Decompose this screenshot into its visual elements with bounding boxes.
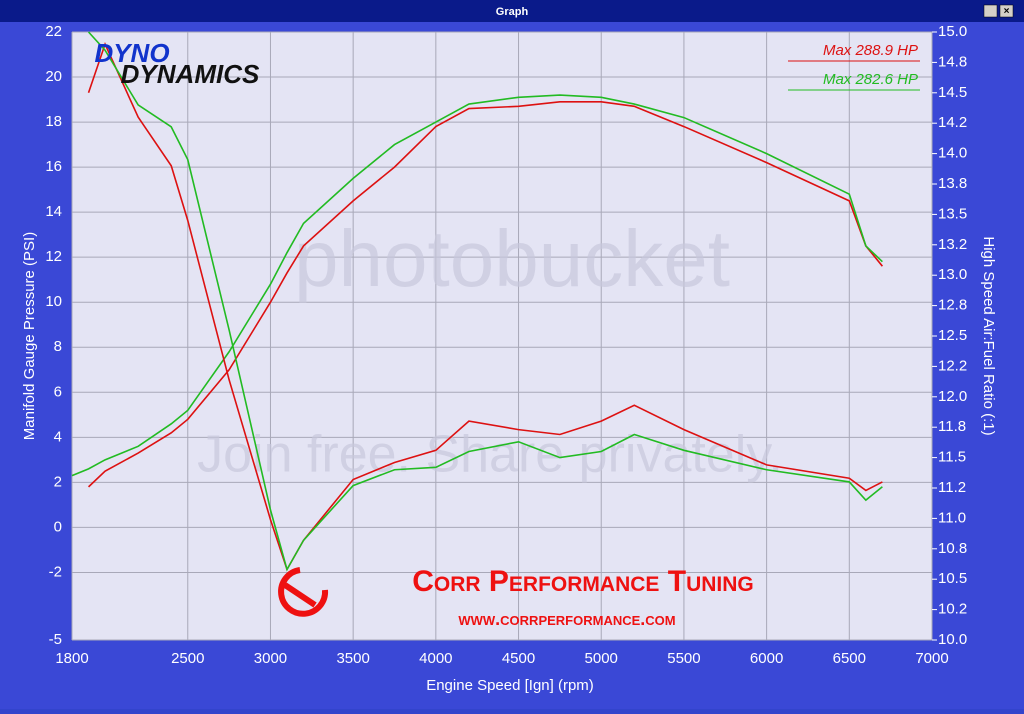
y-tick-label: 20 xyxy=(45,68,62,85)
y2-tick-label: 11.0 xyxy=(938,509,966,526)
y-tick-label: 2 xyxy=(54,473,62,490)
y2-tick-label: 10.8 xyxy=(938,540,967,557)
y-tick-label: 0 xyxy=(54,518,62,535)
y-tick-label: 8 xyxy=(54,338,62,355)
series-line xyxy=(87,31,883,572)
close-icon: × xyxy=(1004,6,1010,17)
y2-tick-label: 13.8 xyxy=(938,175,967,192)
series-line xyxy=(87,41,883,572)
y-tick-label: 4 xyxy=(54,428,62,445)
y-tick-label: 16 xyxy=(45,158,62,175)
watermark-brand: photobucket xyxy=(294,214,730,303)
x-tick-label: 6000 xyxy=(750,650,783,667)
x-axis-label: Engine Speed [Ign] (rpm) xyxy=(426,677,594,694)
x-tick-label: 5000 xyxy=(585,650,618,667)
y2-tick-label: 14.5 xyxy=(938,84,967,101)
y2-tick-label: 11.8 xyxy=(938,418,966,435)
y-tick-label: 10 xyxy=(45,293,62,310)
y2-tick-label: 12.5 xyxy=(938,327,967,344)
logo-top: DYNO xyxy=(94,38,169,68)
x-tick-label: 3500 xyxy=(336,650,369,667)
watermark-slogan: Join free. Share privately. xyxy=(197,426,783,484)
x-tick-label: 4500 xyxy=(502,650,535,667)
y2-tick-label: 11.5 xyxy=(938,449,966,466)
x-tick-label: 5500 xyxy=(667,650,700,667)
y2-tick-label: 14.0 xyxy=(938,145,967,162)
legend-label: Max 282.6 HP xyxy=(823,71,918,88)
window-title: Graph xyxy=(496,6,529,18)
close-button[interactable] xyxy=(999,4,1014,18)
restore-button[interactable] xyxy=(983,4,998,18)
x-tick-label: 7000 xyxy=(915,650,948,667)
series-line xyxy=(87,101,884,488)
x-tick-label: 1800 xyxy=(55,650,88,667)
y2-tick-label: 13.0 xyxy=(938,266,967,283)
logo-bottom: DYNAMICS xyxy=(121,59,260,89)
y-tick-label: 14 xyxy=(45,203,62,220)
y2-tick-label: 11.2 xyxy=(938,479,966,496)
shop-logo xyxy=(278,567,329,617)
y2-tick-label: 10.0 xyxy=(938,631,967,648)
y-tick-label: 18 xyxy=(45,113,62,130)
y-tick-label: 12 xyxy=(45,248,62,265)
y2-tick-label: 14.8 xyxy=(938,53,967,70)
y2-tick-label: 12.0 xyxy=(938,388,967,405)
x-tick-label: 4000 xyxy=(419,650,452,667)
y-tick-label: -5 xyxy=(49,631,62,648)
x-tick-label: 2500 xyxy=(171,650,204,667)
shop-website: www.corrperformance.com xyxy=(458,609,675,629)
y2-tick-label: 12.2 xyxy=(938,357,967,374)
x-tick-label: 6500 xyxy=(833,650,866,667)
title-bar xyxy=(0,0,1024,22)
y2-tick-label: 10.2 xyxy=(938,601,967,618)
y2-tick-label: 13.2 xyxy=(938,236,967,253)
y2-tick-label: 15.0 xyxy=(938,23,967,40)
legend-label: Max 288.9 HP xyxy=(823,42,918,59)
y2-tick-label: 10.5 xyxy=(938,570,967,587)
series-line xyxy=(71,94,883,477)
y2-tick-label: 12.8 xyxy=(938,297,967,314)
y-tick-label: 6 xyxy=(54,383,62,400)
shop-name: Corr Performance Tuning xyxy=(412,565,754,598)
y-tick-label: -2 xyxy=(49,563,62,580)
y-tick-label: 22 xyxy=(45,23,62,40)
y-axis-label: Manifold Gauge Pressure (PSI) xyxy=(21,232,38,440)
plot-area xyxy=(72,32,932,640)
x-tick-label: 3000 xyxy=(254,650,287,667)
y2-tick-label: 14.2 xyxy=(938,114,967,131)
y2-tick-label: 13.5 xyxy=(938,205,967,222)
y2-axis-label: High Speed Air:Fuel Ratio (:1) xyxy=(980,236,997,435)
